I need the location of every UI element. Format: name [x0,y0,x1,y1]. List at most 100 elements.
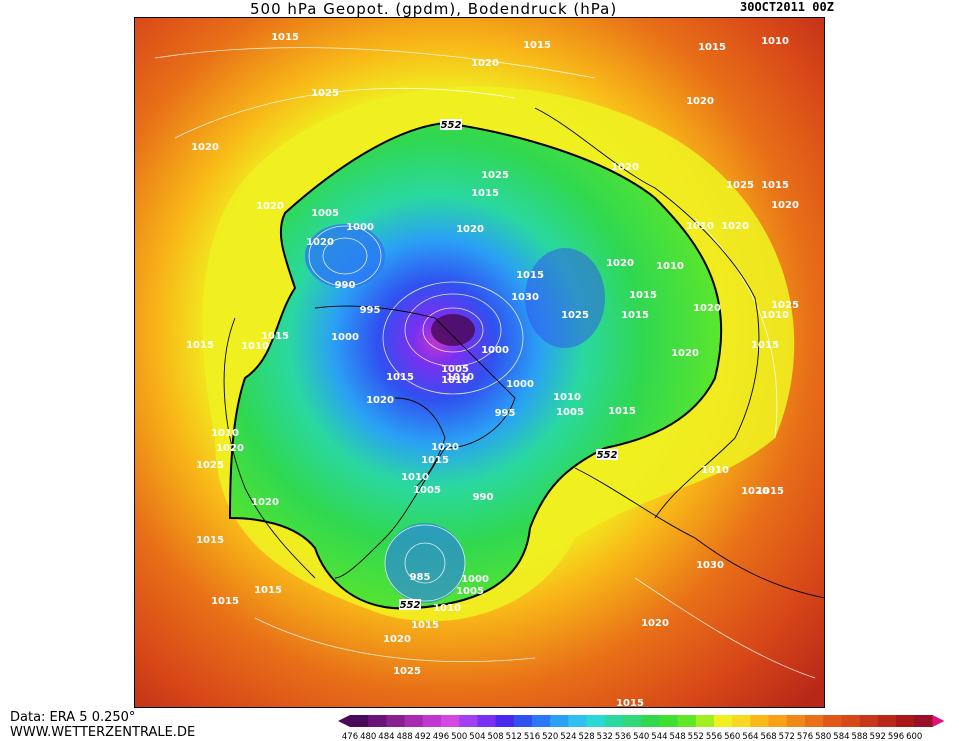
isobar-label: 1015 [411,620,439,631]
legend-swatch [732,715,751,727]
isobar-label: 1010 [553,392,581,403]
low-center-atlantic [385,523,465,603]
legend-swatch [350,715,369,727]
isobar-label: 1020 [383,634,411,645]
isobar-label: 1020 [251,497,279,508]
isobar-label: 1025 [561,310,589,321]
legend-tick-label: 500 [451,732,467,741]
legend-tick-label: 556 [706,732,722,741]
isobar-label: 1015 [186,340,214,351]
legend-tick-label: 568 [760,732,776,741]
isobar-label: 1015 [211,596,239,607]
legend-tick-label: 488 [396,732,412,741]
isobar-label: 1020 [471,58,499,69]
isobar-label: 1020 [741,486,769,497]
map-datetime: 30OCT2011 00Z [740,0,834,14]
isobar-label: 1015 [523,40,551,51]
isobar-label: 1015 [471,188,499,199]
isobar-label: 1020 [306,237,334,248]
legend-swatch [659,715,679,727]
legend-tick-label: 600 [906,732,922,741]
legend-tick-label: 536 [615,732,631,741]
legend-tick-label: 508 [487,732,503,741]
isobar-label: 1015 [621,310,649,321]
isobar-label: 995 [495,408,516,419]
legend-swatch [477,715,497,727]
legend-swatch [695,715,715,727]
isobar-label: 1010 [446,372,474,383]
legend-swatch [495,715,515,727]
legend-tick-label: 496 [433,732,449,741]
isobar-label: 1030 [696,560,724,571]
legend-tick-label: 480 [360,732,376,741]
isobar-label: 1010 [211,428,239,439]
legend-swatch [459,715,478,727]
isobar-label: 1015 [616,698,644,708]
low-center-pacific [305,224,385,288]
legend-swatch [550,715,569,727]
legend-swatch [677,715,697,727]
map-title: 500 hPa Geopot. (gpdm), Bodendruck (hPa) [250,0,618,18]
isobar-label: 1000 [481,345,509,356]
legend-swatch [386,715,406,727]
isobar-label: 990 [335,280,356,291]
low-center-siberia [525,248,605,348]
isobar-label: 1025 [481,170,509,181]
isobar-lines [154,47,816,679]
isobar-label: 1020 [671,348,699,359]
website-label: WWW.WETTERZENTRALE.DE [10,725,196,740]
isobar-label: 1010 [761,36,789,47]
isobar-label: 1020 [641,618,669,629]
legend-tick-label: 560 [724,732,740,741]
isobar-label: 1010 [241,341,269,352]
isobar-label: 1015 [698,42,726,53]
isobar-label: 1020 [606,258,634,269]
legend-swatch [586,715,606,727]
isobar-label: 1020 [191,142,219,153]
legend-swatch [786,715,806,727]
low-center-polar [431,314,475,346]
isobar-label: 1025 [196,460,224,471]
legend-tick-label: 588 [851,732,867,741]
legend-swatch [841,715,861,727]
isobar-label: 995 [360,305,381,316]
legend-swatch [714,715,733,727]
isobar-label: 1015 [254,585,282,596]
legend-swatch [422,715,442,727]
isobar-label: 1015 [629,290,657,301]
legend-tick-label: 584 [833,732,849,741]
isobar-label: 1015 [386,372,414,383]
legend-swatch [641,715,660,727]
isobar-label: 1005 [441,364,469,375]
isobar-label: 1025 [726,180,754,191]
legend-arrow-low [338,715,350,727]
isobar-label: 1010 [401,472,429,483]
contour-label-box [440,119,462,130]
legend-swatch [805,715,824,727]
legend-tick-label: 528 [578,732,594,741]
legend-arrow-high [932,715,945,727]
isobar-label: 1020 [771,200,799,211]
legend-tick-label: 564 [742,732,758,741]
color-legend: 476 480 484 488 492 496 500 504 508 512 516 520 524 5… [338,713,958,741]
isobar-label: 1015 [608,406,636,417]
isobar-label: 1030 [511,292,539,303]
legend-swatch [568,715,588,727]
legend-swatch [604,715,624,727]
isobar-label: 1015 [756,486,784,497]
isobar-label: 1010 [761,310,789,321]
legend-swatch [532,715,551,727]
isobar-label: 1005 [556,407,584,418]
isobar-label: 1015 [516,270,544,281]
contour-552-label: 552 [441,120,462,131]
isobar-label: 1025 [393,666,421,677]
isobar-label: 1010 [441,375,469,386]
isobar-label: 1015 [271,32,299,43]
legend-tick-label: 576 [797,732,813,741]
isobar-label: 1020 [256,201,284,212]
isobar-label: 1010 [656,261,684,272]
legend-swatch [859,715,879,727]
isobar-label: 1005 [456,586,484,597]
isobar-label: 1020 [431,442,459,453]
